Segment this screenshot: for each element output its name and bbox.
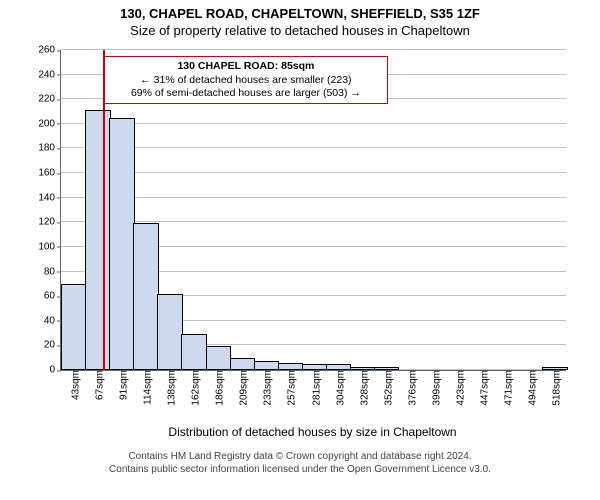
histogram-bar (109, 118, 135, 370)
histogram-bar (157, 294, 183, 370)
y-tick-label: 140 (38, 192, 61, 203)
x-tick-label: 471sqm (497, 370, 514, 406)
plot-region: 02040608010012014016018020022024026043sq… (60, 50, 566, 371)
x-tick-label: 281sqm (305, 370, 322, 406)
x-tick-label: 518sqm (545, 370, 562, 406)
title-sub: Size of property relative to detached ho… (0, 23, 600, 38)
annotation-box: 130 CHAPEL ROAD: 85sqm← 31% of detached … (104, 56, 388, 103)
x-tick-label: 494sqm (521, 370, 538, 406)
y-tick-label: 160 (38, 168, 61, 179)
y-tick-label: 80 (44, 266, 61, 277)
x-tick-label: 233sqm (257, 370, 274, 406)
x-tick-label: 67sqm (89, 370, 106, 400)
histogram-bar (61, 284, 87, 370)
x-axis-label: Distribution of detached houses by size … (60, 425, 565, 439)
histogram-bar (278, 363, 304, 370)
gridline-h (61, 147, 566, 148)
chart-container: 130, CHAPEL ROAD, CHAPELTOWN, SHEFFIELD,… (0, 0, 600, 500)
y-tick-label: 240 (38, 69, 61, 80)
histogram-bar (254, 361, 280, 370)
y-tick-label: 60 (44, 291, 61, 302)
x-tick-label: 423sqm (449, 370, 466, 406)
x-tick-label: 257sqm (281, 370, 298, 406)
gridline-h (61, 197, 566, 198)
x-tick-label: 91sqm (113, 370, 130, 400)
title-main: 130, CHAPEL ROAD, CHAPELTOWN, SHEFFIELD,… (0, 6, 600, 21)
y-tick-label: 200 (38, 118, 61, 129)
y-tick-label: 0 (49, 365, 61, 376)
y-tick-label: 180 (38, 143, 61, 154)
y-tick-label: 40 (44, 315, 61, 326)
annotation-line-2: ← 31% of detached houses are smaller (22… (111, 74, 381, 87)
y-tick-label: 100 (38, 241, 61, 252)
annotation-line-3: 69% of semi-detached houses are larger (… (111, 87, 381, 100)
footer-line-1: Contains HM Land Registry data © Crown c… (0, 450, 600, 463)
footer-line-2: Contains public sector information licen… (0, 463, 600, 476)
x-tick-label: 138sqm (161, 370, 178, 406)
footer-attribution: Contains HM Land Registry data © Crown c… (0, 450, 600, 476)
x-tick-label: 304sqm (329, 370, 346, 406)
x-tick-label: 399sqm (425, 370, 442, 406)
x-tick-label: 186sqm (209, 370, 226, 406)
x-tick-label: 43sqm (65, 370, 82, 400)
x-tick-label: 114sqm (137, 370, 154, 405)
y-tick-label: 120 (38, 217, 61, 228)
histogram-bar (133, 223, 159, 370)
x-tick-label: 209sqm (233, 370, 250, 406)
histogram-bar (230, 358, 256, 370)
x-tick-label: 376sqm (401, 370, 418, 406)
gridline-h (61, 172, 566, 173)
y-tick-label: 220 (38, 94, 61, 105)
x-tick-label: 352sqm (377, 370, 394, 406)
gridline-h (61, 49, 566, 50)
gridline-h (61, 123, 566, 124)
x-tick-label: 447sqm (473, 370, 490, 406)
x-tick-label: 162sqm (185, 370, 202, 406)
title-block: 130, CHAPEL ROAD, CHAPELTOWN, SHEFFIELD,… (0, 0, 600, 38)
x-tick-label: 328sqm (353, 370, 370, 406)
y-tick-label: 260 (38, 45, 61, 56)
histogram-bar (85, 110, 111, 370)
histogram-bar (181, 334, 207, 370)
annotation-line-1: 130 CHAPEL ROAD: 85sqm (111, 60, 381, 73)
histogram-bar (206, 346, 232, 370)
y-tick-label: 20 (44, 340, 61, 351)
